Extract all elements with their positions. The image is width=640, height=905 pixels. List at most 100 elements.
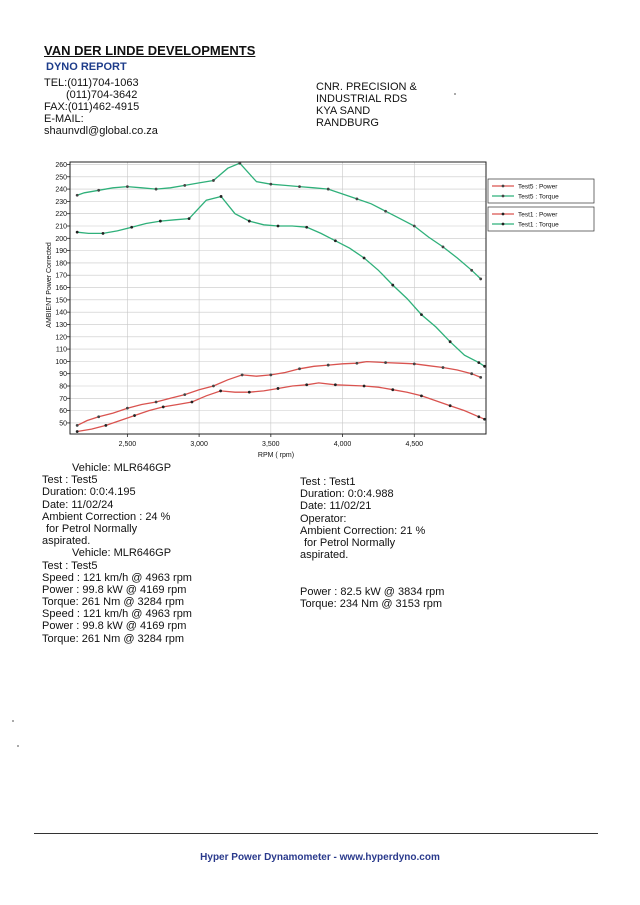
y-tick-label: 250 <box>55 174 67 181</box>
legend-label: Test1 : Power <box>518 212 558 219</box>
data-point <box>470 268 474 272</box>
data-point <box>238 161 242 165</box>
data-point <box>130 225 134 229</box>
operator-line: Operator: <box>300 512 347 525</box>
y-tick-label: 200 <box>55 236 67 243</box>
data-point <box>441 245 445 249</box>
y-tick-label: 110 <box>56 347 67 354</box>
data-point <box>158 219 162 223</box>
y-axis: 50 60 70 80 90 100 110 120 130 140 150 160 170 180 190… <box>55 162 70 427</box>
legend: Test5 : Power Test5 : Torque Test1 : Power… <box>487 178 595 232</box>
x-axis: 2,500 3,000 3,500 4,000 4,500 <box>119 434 424 448</box>
y-tick-label: 100 <box>55 359 67 366</box>
duration-line: Duration: 0:0:4.988 <box>300 488 394 501</box>
data-point <box>355 197 359 201</box>
data-point <box>441 366 445 369</box>
x-tick-label: 3,500 <box>262 441 280 448</box>
y-tick-label: 120 <box>55 334 67 341</box>
data-point <box>384 209 387 213</box>
data-point <box>219 389 223 393</box>
contact-email: shaunvdl@global.co.za <box>44 125 158 137</box>
y-axis-label: AMBIENT Power Corrected <box>46 242 53 328</box>
plot-frame <box>69 161 487 435</box>
chart-grid <box>70 162 486 434</box>
data-point <box>212 384 215 388</box>
y-tick-label: 50 <box>59 420 67 427</box>
data-point <box>333 239 337 243</box>
data-point <box>101 231 105 235</box>
y-tick-label: 150 <box>55 297 67 304</box>
data-point <box>247 390 251 394</box>
data-point <box>75 230 79 234</box>
y-tick-label: 130 <box>55 322 67 329</box>
address-block: CNR. PRECISION & INDUSTRIAL RDS KYA SAND… <box>316 81 417 129</box>
y-tick-label: 260 <box>55 162 67 169</box>
data-point <box>269 182 273 186</box>
data-point <box>477 361 481 365</box>
speed-result: Speed : 121 km/h @ 4963 rpm <box>42 608 192 621</box>
data-point <box>483 364 486 368</box>
series-line <box>76 360 481 426</box>
footer-divider <box>34 833 598 834</box>
aspirated-line: aspirated. <box>300 549 349 562</box>
data-point <box>477 415 481 419</box>
power-result: Power : 99.8 kW @ 4169 rpm <box>42 620 187 633</box>
data-point <box>125 406 129 410</box>
legend-marker <box>501 212 505 216</box>
test-line: Test : Test5 <box>42 559 98 572</box>
test5-info: Vehicle: MLR646GP Test : Test5 Duration:… <box>42 462 192 645</box>
data-point <box>97 415 101 419</box>
scan-speck <box>12 720 14 722</box>
y-tick-label: 190 <box>55 248 67 255</box>
scan-speck <box>454 93 456 95</box>
y-tick-label: 70 <box>59 396 67 403</box>
data-point <box>161 405 165 409</box>
contact-email-label: E-MAIL: <box>44 113 84 125</box>
data-point <box>448 340 452 344</box>
test1-results: Power : 82.5 kW @ 3834 rpm Torque: 234 N… <box>300 586 444 610</box>
data-point <box>412 224 416 228</box>
y-tick-label: 60 <box>59 408 67 415</box>
legend-box <box>487 206 595 232</box>
legend-label: Test5 : Torque <box>518 194 559 201</box>
test1-info: Test : Test1 Duration: 0:0:4.988 Date: 1… <box>300 476 425 561</box>
contact-tel: TEL:(011)704-1063 <box>44 77 139 89</box>
data-point <box>125 185 129 189</box>
data-point <box>212 179 215 182</box>
footer-text: Hyper Power Dynamometer - www.hyperdyno.… <box>200 852 440 863</box>
data-point <box>479 375 483 379</box>
contact-fax: FAX:(011)462-4915 <box>44 101 140 113</box>
y-tick-label: 140 <box>55 310 67 317</box>
data-point <box>276 387 280 390</box>
data-point <box>479 277 483 281</box>
data-point <box>333 383 337 387</box>
data-point <box>448 404 452 408</box>
y-tick-label: 160 <box>55 285 67 292</box>
data-point <box>391 388 395 392</box>
data-point <box>97 188 101 192</box>
power-result: Power : 82.5 kW @ 3834 rpm <box>300 586 445 598</box>
plot-background <box>70 160 486 460</box>
address-line: INDUSTRIAL RDS <box>316 93 408 105</box>
series-line <box>77 195 485 367</box>
y-tick-label: 90 <box>59 371 67 378</box>
data-point <box>240 373 244 377</box>
fuel-line: for Petrol Normally <box>46 522 138 535</box>
data-point <box>269 373 273 377</box>
legend-label: Test5 : Power <box>518 184 558 191</box>
x-tick-label: 3,000 <box>190 441 208 448</box>
torque-result: Torque: 261 Nm @ 3284 rpm <box>42 596 185 609</box>
power-result: Power : 99.8 kW @ 4169 rpm <box>42 583 187 596</box>
data-point <box>190 400 194 404</box>
legend-label: Test1 : Torque <box>518 222 559 229</box>
y-tick-label: 180 <box>55 260 67 267</box>
data-point <box>154 400 158 404</box>
data-point <box>355 361 359 365</box>
contact-tel-2: (011)704-3642 <box>66 89 138 101</box>
series-line <box>77 382 485 433</box>
data-point <box>75 193 79 197</box>
y-tick-label: 240 <box>55 187 67 194</box>
contact-block: TEL:(011)704-1063 (011)704-3642 FAX:(011… <box>44 77 158 137</box>
data-point <box>362 256 366 260</box>
x-tick-label: 4,500 <box>406 441 424 448</box>
